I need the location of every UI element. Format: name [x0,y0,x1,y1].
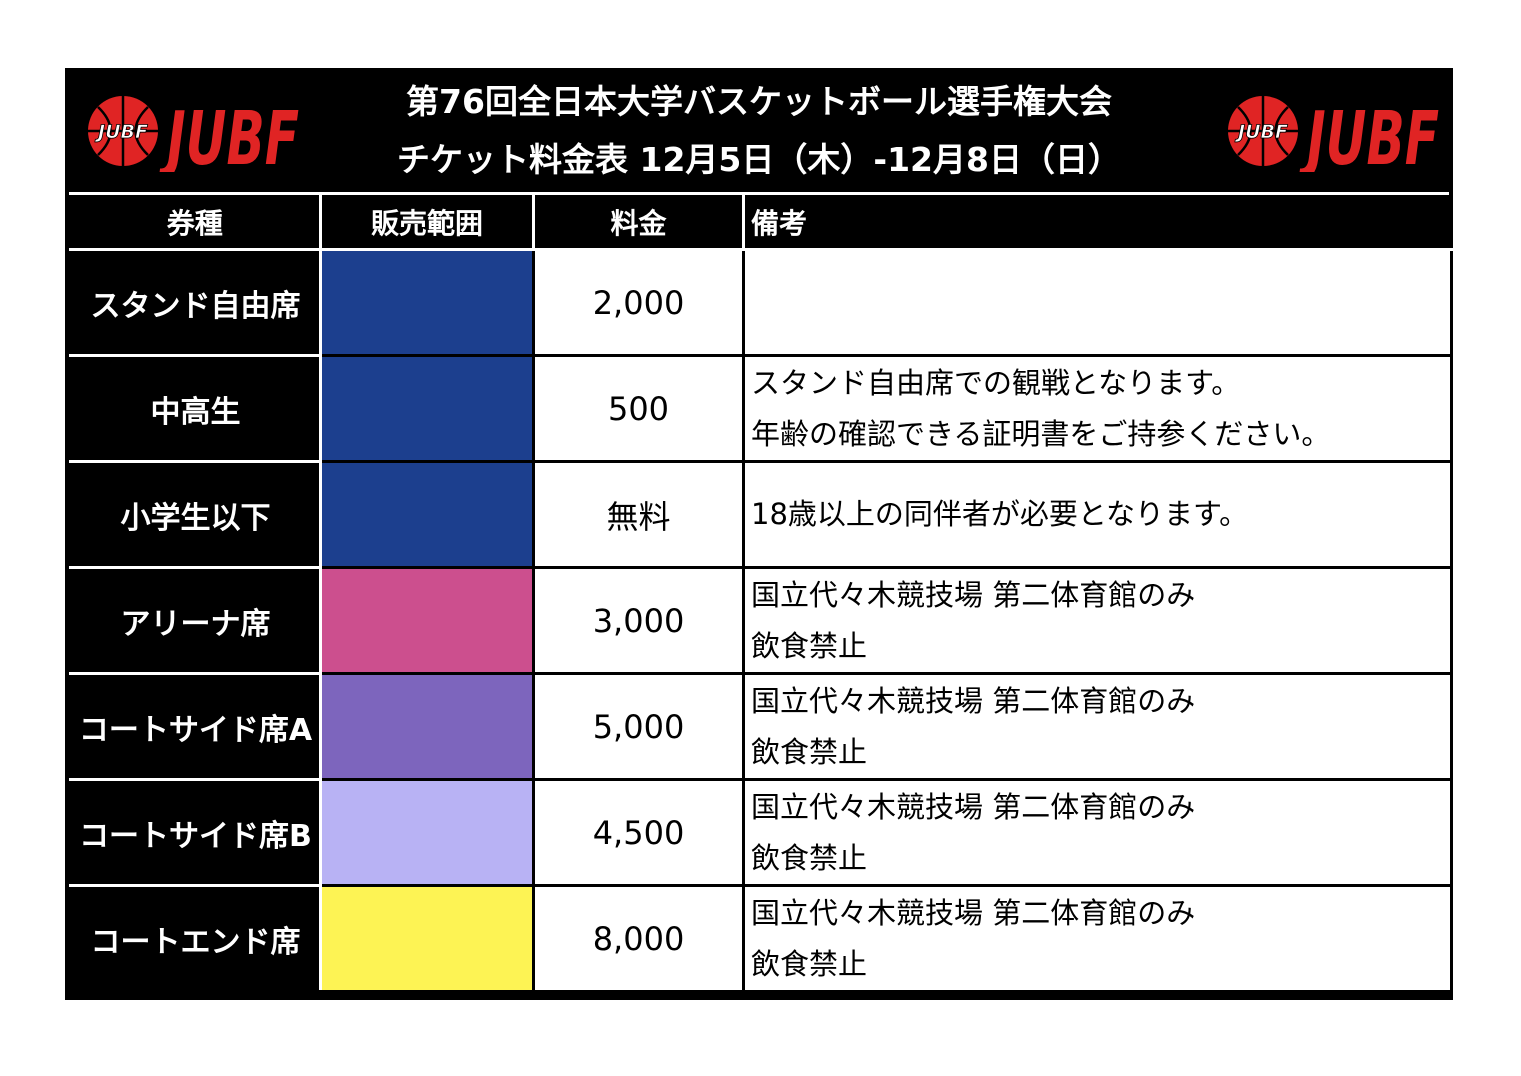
price-value: 8,000 [532,884,745,993]
price-value: 4,500 [532,778,745,887]
table-row: アリーナ席 3,000 国立代々木競技場 第二体育館のみ 飲食禁止 [69,566,1453,675]
column-header-notes: 備考 [743,195,1452,251]
sales-area-swatch [319,778,535,887]
logo-text: JUBF [1298,96,1439,172]
note-cell: 国立代々木競技場 第二体育館のみ 飲食禁止 [742,672,1453,781]
column-header-ticket-type: 券種 [70,195,322,251]
header-divider [69,192,1449,195]
ticket-type: 中高生 [69,354,322,463]
price-value: 3,000 [532,566,745,675]
note-line-1: 国立代々木競技場 第二体育館のみ [751,789,1196,824]
note-line-2: 飲食禁止 [751,628,868,663]
page-subtitle: チケット料金表 12月5日（木）-12月8日（日） [397,140,1121,179]
table-row: コートエンド席 8,000 国立代々木競技場 第二体育館のみ 飲食禁止 [69,884,1453,993]
ticket-type: アリーナ席 [69,566,322,675]
ticket-type: 小学生以下 [69,460,322,569]
table-header-row: 券種 販売範囲 料金 備考 [70,195,1452,251]
note-cell: 18歳以上の同伴者が必要となります。 [742,460,1453,569]
note-line-1: 国立代々木競技場 第二体育館のみ [751,683,1196,718]
ticket-price-sheet: JUBF JUBF 第76回全日本大学バスケットボール選手権大会 チケット料金表… [65,68,1453,1000]
note-cell: 国立代々木競技場 第二体育館のみ 飲食禁止 [742,566,1453,675]
table-row: 中高生 500 スタンド自由席での観戦となります。年齢の確認できる証明書をご持参くだ… [69,354,1453,463]
note-line-2: 年齢の確認できる証明書をご持参ください。 [751,416,1331,451]
page-title: 第76回全日本大学バスケットボール選手権大会 [406,82,1112,121]
ticket-type: コートサイド席A [69,672,322,781]
ball-text: JUBF [94,121,148,143]
column-header-price: 料金 [533,195,745,251]
price-value: 500 [532,354,745,463]
table-row: コートサイド席B 4,500 国立代々木競技場 第二体育館のみ 飲食禁止 [69,778,1453,887]
table-row: 小学生以下 無料 18歳以上の同伴者が必要となります。 [69,460,1453,569]
ticket-type: スタンド自由席 [69,248,322,357]
note-line-2: 飲食禁止 [751,840,868,875]
jubf-logo-right: JUBF JUBF [1228,96,1439,172]
sales-area-swatch [319,460,535,569]
table-row: スタンド自由席 2,000 [69,248,1453,357]
note-cell: 国立代々木競技場 第二体育館のみ 飲食禁止 [742,884,1453,993]
basketball-icon: JUBF [1228,96,1298,166]
note-cell: スタンド自由席での観戦となります。年齢の確認できる証明書をご持参ください。 [742,354,1453,463]
sales-area-swatch [319,566,535,675]
table-row: コートサイド席A 5,000 国立代々木競技場 第二体育館のみ 飲食禁止 [69,672,1453,781]
note-line-1: 18歳以上の同伴者が必要となります。 [751,497,1249,531]
note-line-2: 飲食禁止 [751,946,868,981]
note-cell [742,248,1453,357]
ticket-type: コートエンド席 [69,884,322,993]
note-cell: 国立代々木競技場 第二体育館のみ 飲食禁止 [742,778,1453,887]
price-value: 5,000 [532,672,745,781]
ball-text: JUBF [1234,121,1288,143]
basketball-icon: JUBF [88,96,158,166]
note-line-1: 国立代々木競技場 第二体育館のみ [751,577,1196,612]
sales-area-swatch [319,884,535,993]
sales-area-swatch [319,248,535,357]
note-line-1: 国立代々木競技場 第二体育館のみ [751,895,1196,930]
price-value: 2,000 [532,248,745,357]
column-header-sales-area: 販売範囲 [320,195,535,251]
note-line-1: スタンド自由席での観戦となります。 [751,365,1241,400]
price-table: 券種 販売範囲 料金 備考 スタンド自由席 2,000 中高生 500 スタンド自由席で… [69,195,1453,993]
logo-text: JUBF [158,96,299,172]
ticket-type: コートサイド席B [69,778,322,887]
note-line-2: 飲食禁止 [751,734,868,769]
sales-area-swatch [319,672,535,781]
jubf-logo: JUBF JUBF [88,96,299,172]
sales-area-swatch [319,354,535,463]
header: JUBF JUBF 第76回全日本大学バスケットボール選手権大会 チケット料金表… [65,68,1453,192]
price-value: 無料 [532,460,745,569]
